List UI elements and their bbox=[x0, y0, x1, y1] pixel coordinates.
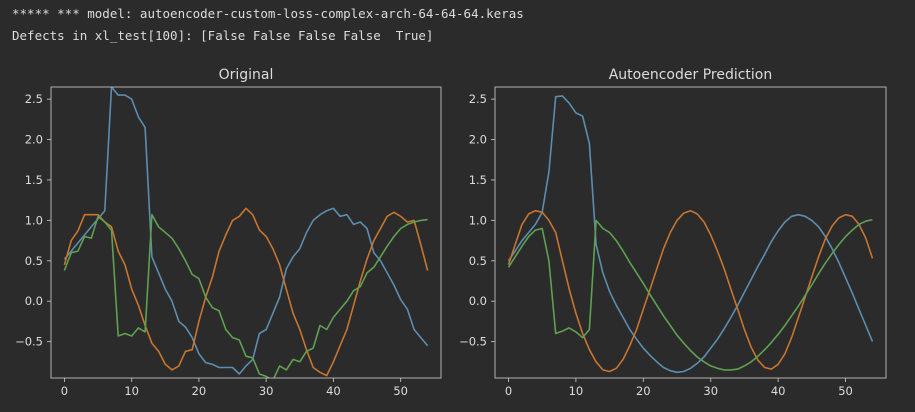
model-name-line: ***** *** model: autoencoder-custom-loss… bbox=[12, 6, 524, 21]
x-tick-label: 40 bbox=[771, 384, 786, 398]
x-tick-label: 40 bbox=[326, 384, 341, 398]
y-tick-label: 1.5 bbox=[469, 173, 487, 187]
y-tick-label: 1.5 bbox=[25, 173, 43, 187]
chart-panel-2: 0 10 20 30 40 50 −0.5 0.0 0.5 1.0 1.5 2.0 2.5 Autoenc… bbox=[459, 67, 887, 398]
series-line-orange bbox=[507, 209, 874, 373]
y-tick-label: 1.0 bbox=[25, 213, 43, 227]
y-tick-label: 1.0 bbox=[469, 213, 487, 227]
x-tick-label: 30 bbox=[259, 384, 274, 398]
x-tick-label: 50 bbox=[393, 384, 408, 398]
x-tick-label: 30 bbox=[703, 384, 718, 398]
y-tick-label: 0.5 bbox=[25, 254, 43, 268]
series-line-blue bbox=[507, 95, 874, 374]
y-tick-label: −0.5 bbox=[459, 335, 487, 349]
plot-frame bbox=[50, 86, 442, 379]
series-line-orange bbox=[63, 207, 429, 377]
y-tick-label: 0.5 bbox=[469, 254, 487, 268]
series-line-green bbox=[63, 213, 428, 378]
x-tick-label: 20 bbox=[636, 384, 651, 398]
chart-panel-1: 0 10 20 30 40 50 −0.5 0.0 0.5 1.0 1.5 2.0 2.5 Origina… bbox=[15, 67, 442, 398]
x-tick-label: 10 bbox=[124, 384, 139, 398]
chart-title: Autoencoder Prediction bbox=[609, 67, 773, 83]
x-tick-label: 10 bbox=[569, 384, 584, 398]
x-tick-label: 0 bbox=[61, 384, 68, 398]
y-tick-label: −0.5 bbox=[15, 335, 43, 349]
y-tick-label: 0.0 bbox=[25, 294, 43, 308]
x-tick-label: 50 bbox=[838, 384, 853, 398]
x-tick-label: 0 bbox=[505, 384, 512, 398]
y-tick-label: 2.0 bbox=[469, 133, 487, 147]
y-tick-label: 0.0 bbox=[469, 294, 487, 308]
y-tick-label: 2.5 bbox=[469, 92, 487, 106]
y-tick-label: 2.0 bbox=[25, 133, 43, 147]
console-output: ***** *** model: autoencoder-custom-loss… bbox=[0, 0, 915, 50]
y-tick-label: 2.5 bbox=[25, 92, 43, 106]
series-line-green bbox=[507, 218, 873, 371]
defects-line: Defects in xl_test[100]: [False False Fa… bbox=[12, 28, 434, 43]
series-line-blue bbox=[63, 87, 429, 375]
plot-frame bbox=[494, 86, 887, 379]
x-tick-label: 20 bbox=[192, 384, 207, 398]
chart-title: Original bbox=[219, 67, 274, 83]
